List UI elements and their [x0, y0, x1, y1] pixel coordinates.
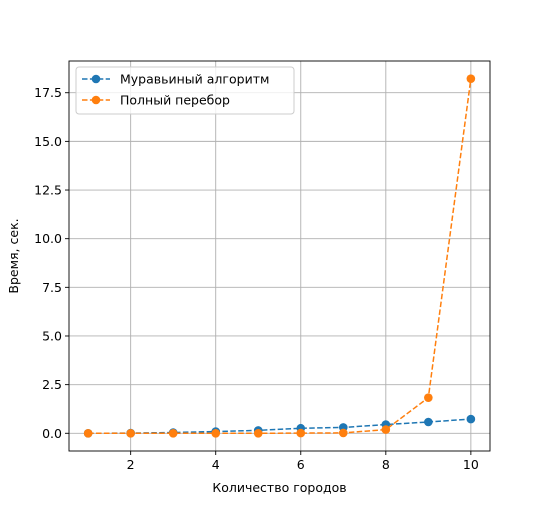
- grid: [69, 61, 490, 451]
- data-point: [381, 425, 391, 434]
- axes-frame: [68, 60, 491, 452]
- y-tick-label: 12.5: [34, 183, 62, 198]
- data-point: [338, 428, 348, 438]
- legend-entry: Муравьиный алгоритм: [82, 72, 269, 87]
- data-point: [253, 428, 263, 438]
- data-point: [211, 428, 221, 438]
- data-point: [466, 74, 476, 84]
- data-point: [83, 428, 93, 438]
- x-axis: 2 4 6 8 10: [127, 451, 479, 472]
- x-axis-label: Количество городов: [212, 480, 346, 495]
- x-tick-label: 8: [382, 457, 390, 472]
- x-tick-label: 2: [127, 457, 135, 472]
- y-axis-label: Время, сек.: [6, 218, 21, 293]
- x-tick-label: 10: [463, 457, 479, 472]
- y-axis: 0.0 2.5 5.0 7.5 10.0 12.5 15.0 17.5: [34, 85, 69, 441]
- y-tick-label: 7.5: [42, 280, 62, 295]
- x-tick-label: 6: [297, 457, 305, 472]
- y-tick-label: 17.5: [34, 85, 62, 100]
- legend-marker: [91, 74, 101, 84]
- legend-label: Полный перебор: [120, 93, 230, 108]
- y-tick-label: 2.5: [42, 377, 62, 392]
- series-2: [83, 74, 476, 438]
- legend-box: [75, 66, 295, 115]
- data-point: [296, 428, 306, 438]
- legend-entry: Полный перебор: [82, 93, 230, 108]
- legend-label: Муравьиный алгоритм: [120, 72, 269, 87]
- data-point: [424, 393, 433, 402]
- data-point: [424, 417, 433, 427]
- y-tick-label: 5.0: [42, 328, 62, 343]
- y-tick-label: 0.0: [42, 426, 62, 441]
- legend-marker: [91, 95, 101, 105]
- series-line: [88, 78, 472, 435]
- data-point: [168, 428, 178, 438]
- data-point: [126, 428, 135, 438]
- y-tick-label: 10.0: [34, 231, 62, 246]
- plot-series: [83, 74, 476, 438]
- x-tick-label: 4: [212, 457, 220, 472]
- legend: Муравьиный алгоритм Полный перебор: [75, 66, 295, 115]
- y-tick-label: 15.0: [34, 134, 62, 149]
- data-point: [466, 414, 476, 424]
